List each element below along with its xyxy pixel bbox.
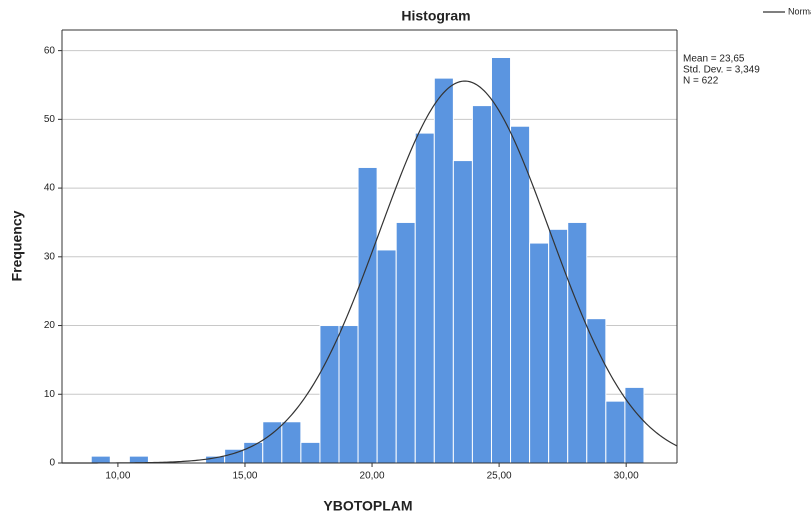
normal-curve [62, 80, 678, 464]
bar [414, 132, 435, 464]
x-tick-label: 15,00 [232, 471, 257, 482]
chart-title: Histogram [401, 8, 470, 24]
x-tick-label: 25,00 [487, 471, 512, 482]
bar [395, 221, 416, 464]
bar [624, 386, 645, 464]
bar [376, 249, 397, 464]
bar [490, 56, 512, 464]
x-tick-label: 10,00 [105, 471, 130, 482]
bar [357, 166, 378, 464]
bar [529, 242, 550, 464]
bar [319, 325, 340, 464]
stat-mean: Mean = 23,65 [683, 54, 745, 65]
y-tick-label: 10 [44, 389, 56, 400]
x-tick-label: 20,00 [360, 471, 385, 482]
bar [586, 318, 607, 464]
y-tick-label: 0 [49, 458, 55, 469]
x-tick-label: 30,00 [614, 471, 639, 482]
x-axis-label: YBOTOPLAM [323, 498, 412, 514]
bar [510, 125, 531, 464]
stat-sd: Std. Dev. = 3,349 [683, 65, 760, 76]
legend-label: Normal [788, 6, 811, 16]
bar [338, 325, 359, 464]
bar [300, 441, 321, 464]
bar [567, 221, 588, 464]
bar [433, 77, 454, 464]
bar [205, 455, 226, 464]
y-tick-label: 40 [44, 183, 56, 194]
y-tick-label: 30 [44, 251, 56, 262]
y-tick-label: 60 [44, 45, 56, 56]
bar [471, 105, 492, 464]
y-tick-label: 50 [44, 114, 56, 125]
y-axis-label: Frequency [9, 210, 25, 281]
bar [452, 160, 473, 464]
y-tick-label: 20 [44, 320, 56, 331]
bar [128, 455, 149, 464]
bar [605, 400, 626, 464]
bar [90, 455, 111, 464]
bar [548, 228, 569, 464]
bar [281, 421, 302, 464]
stat-n: N = 622 [683, 76, 719, 87]
